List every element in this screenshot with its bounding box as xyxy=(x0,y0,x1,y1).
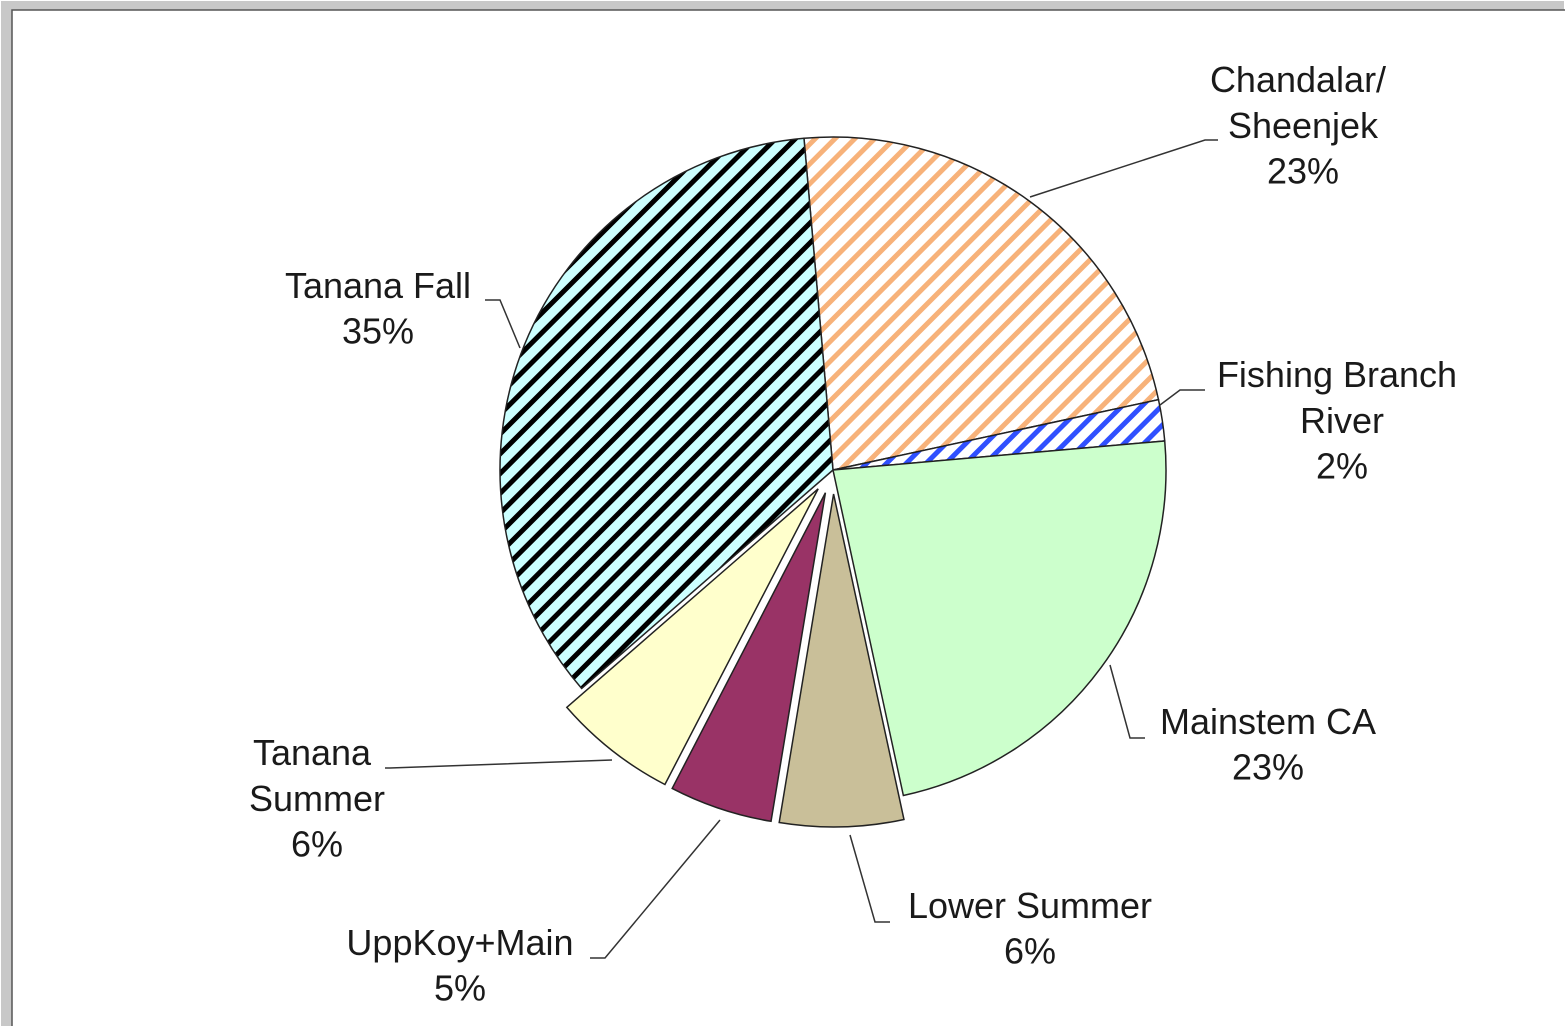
leader-line xyxy=(1159,389,1205,406)
leader-line xyxy=(385,759,613,769)
slice-label: Fishing Branch River xyxy=(1217,354,1467,441)
leader-line xyxy=(849,834,890,923)
value-label: 6% xyxy=(291,824,343,865)
pie-slice xyxy=(803,136,1160,471)
slice-label: Tanana Fall xyxy=(285,265,471,306)
value-label: 35% xyxy=(342,311,414,352)
value-label: 5% xyxy=(434,968,486,1009)
slice-label: Mainstem CA xyxy=(1160,701,1376,742)
pie-slice xyxy=(671,492,827,823)
value-label: 2% xyxy=(1316,446,1368,487)
pie-slice xyxy=(832,440,1167,797)
pie-slice xyxy=(565,488,819,786)
pie-slice xyxy=(499,137,834,690)
value-label: 23% xyxy=(1267,151,1339,192)
leader-line xyxy=(1029,139,1218,198)
leader-line xyxy=(590,819,721,959)
value-label: 6% xyxy=(1004,931,1056,972)
leader-line xyxy=(485,299,521,349)
slice-label: Chandalar/ Sheenjek xyxy=(1210,59,1396,146)
value-label: 23% xyxy=(1232,747,1304,788)
slice-label: UppKoy+Main xyxy=(346,922,573,963)
leader-line xyxy=(1109,664,1145,739)
slice-label: Lower Summer xyxy=(908,885,1152,926)
pie-slice xyxy=(778,493,905,828)
slice-label: Tanana Summer xyxy=(249,732,385,819)
